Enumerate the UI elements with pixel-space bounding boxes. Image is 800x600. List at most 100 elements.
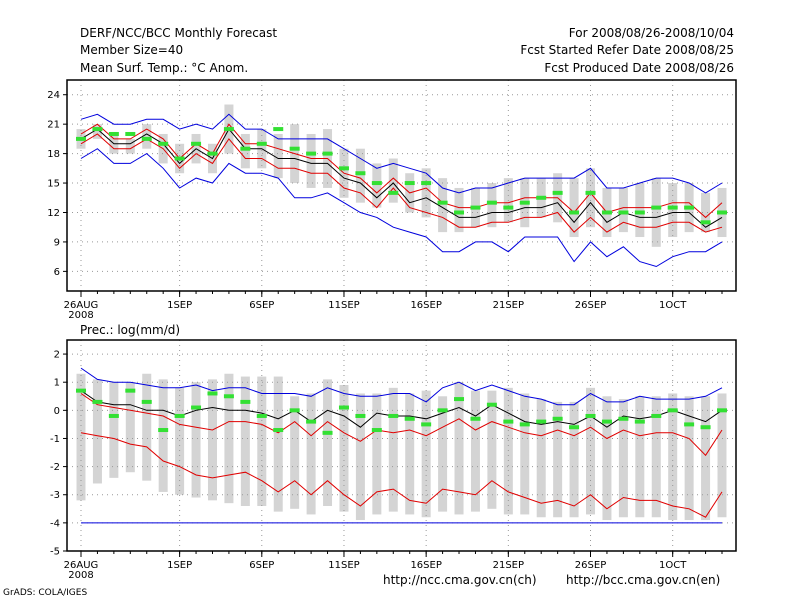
- precip-range-bar: [717, 393, 727, 518]
- temp-control-marker: [437, 200, 448, 205]
- precip-y-tick-label: -4: [50, 518, 60, 529]
- temp-range-bar: [388, 158, 398, 203]
- precip-control-marker: [207, 391, 218, 396]
- precip-control-marker: [322, 430, 333, 435]
- precip-control-marker: [585, 413, 596, 418]
- temp-range-bar: [142, 124, 152, 149]
- precip-x-year-label: 2008: [68, 570, 93, 581]
- temp-control-marker: [240, 146, 251, 151]
- precip-range-bar: [257, 376, 267, 506]
- temp-frame: [66, 79, 737, 292]
- temp-control-marker: [76, 136, 86, 141]
- precip-control-marker: [700, 425, 711, 430]
- precip-range-bar: [142, 373, 152, 481]
- precip-control-marker: [338, 405, 349, 410]
- precip-range-bar: [684, 396, 694, 521]
- temp-y-tick-label: 21: [47, 120, 60, 131]
- precip-range-bar: [421, 390, 431, 518]
- precip-x-tick-label: 6SEP: [249, 560, 274, 571]
- precip-control-marker: [404, 416, 415, 421]
- precip-range-bar: [175, 387, 185, 495]
- temp-control-marker: [717, 210, 727, 215]
- temp-range-bar: [586, 168, 596, 228]
- forecast-period: For 2008/08/26-2008/10/04: [568, 26, 734, 40]
- temp-y-tick-label: 15: [47, 179, 60, 190]
- temp-range-bar: [421, 168, 431, 218]
- temp-range-bar: [273, 133, 283, 179]
- precip-range-bar: [388, 387, 398, 512]
- temp-x-tick-label: 21SEP: [493, 300, 524, 311]
- temp-control-marker: [536, 195, 547, 200]
- ncc-url-link[interactable]: http://ncc.cma.gov.cn(ch): [383, 573, 537, 587]
- precip-upper-blue-line: [80, 367, 723, 406]
- temp-mean-line: [80, 128, 723, 228]
- precip-range-bar: [224, 373, 234, 504]
- precip-control-marker: [486, 402, 497, 407]
- temp-x-tick-label: 26SEP: [575, 300, 606, 311]
- temp-x-tick-label: 1SEP: [167, 300, 192, 311]
- chart-title: DERF/NCC/BCC Monthly Forecast: [80, 26, 278, 40]
- temp-range-bar: [355, 148, 365, 203]
- variable-label: Mean Surf. Temp.: °C Anom.: [80, 61, 249, 75]
- temp-control-marker: [421, 181, 432, 186]
- bcc-url-link[interactable]: http://bcc.cma.gov.cn(en): [566, 573, 721, 587]
- temp-control-marker: [322, 151, 333, 156]
- precip-control-marker: [223, 394, 234, 399]
- precip-control-marker: [569, 425, 580, 430]
- temp-control-marker: [503, 205, 514, 210]
- temp-control-marker: [273, 127, 284, 132]
- temp-range-bar: [487, 183, 497, 228]
- precip-control-marker: [256, 413, 267, 418]
- temp-range-bar: [701, 192, 711, 233]
- precip-control-marker: [76, 388, 86, 393]
- precip-control-marker: [519, 422, 530, 427]
- temp-control-marker: [108, 131, 119, 136]
- temp-control-marker: [256, 141, 267, 146]
- precip-x-tick-label: 26SEP: [575, 560, 606, 571]
- precip-range-bar: [92, 379, 102, 484]
- precip-control-marker: [289, 408, 300, 413]
- precip-control-marker: [470, 416, 481, 421]
- precip-range-bar: [569, 401, 579, 518]
- precip-control-marker: [158, 428, 169, 433]
- precip-control-marker: [355, 413, 366, 418]
- temp-control-marker: [700, 220, 711, 225]
- precip-y-tick-label: -3: [50, 490, 60, 501]
- temp-range-bar: [635, 183, 645, 238]
- precip-range-bar: [602, 396, 612, 521]
- precip-title: Prec.: log(mm/d): [80, 323, 181, 337]
- precip-range-bar: [372, 393, 382, 515]
- precip-control-marker: [125, 388, 136, 393]
- precip-range-bar: [618, 399, 628, 518]
- precip-x-tick-label: 21SEP: [493, 560, 524, 571]
- temp-y-tick-label: 9: [54, 237, 60, 248]
- precip-control-marker: [601, 419, 612, 424]
- temp-control-marker: [191, 141, 202, 146]
- temp-control-marker: [141, 136, 152, 141]
- precip-range-bar: [273, 376, 283, 512]
- precip-frame: [66, 339, 737, 552]
- temp-x-year-label: 2008: [68, 310, 93, 321]
- precip-range-bar: [503, 387, 513, 515]
- temp-range-bar: [569, 178, 579, 238]
- precip-range-bar: [536, 399, 546, 518]
- temp-upper-red-line: [80, 123, 723, 219]
- temp-control-marker: [92, 127, 103, 132]
- precip-lower-red-line: [80, 432, 723, 518]
- precip-y-tick-label: -5: [50, 547, 60, 558]
- precip-range-bar: [454, 382, 464, 515]
- precip-range-bar: [339, 385, 349, 512]
- precip-range-bar: [191, 382, 201, 498]
- temp-control-marker: [306, 151, 317, 156]
- precip-range-bar: [109, 382, 119, 478]
- precip-x-tick-label: 26AUG: [64, 560, 99, 571]
- temp-control-marker: [223, 127, 234, 132]
- precip-range-bar: [207, 379, 217, 501]
- precip-control-marker: [141, 399, 152, 404]
- temp-control-marker: [651, 205, 662, 210]
- temp-y-tick-label: 12: [47, 208, 60, 219]
- precip-y-tick-label: -1: [50, 434, 60, 445]
- precip-control-marker: [174, 413, 185, 418]
- precip-control-marker: [421, 422, 432, 427]
